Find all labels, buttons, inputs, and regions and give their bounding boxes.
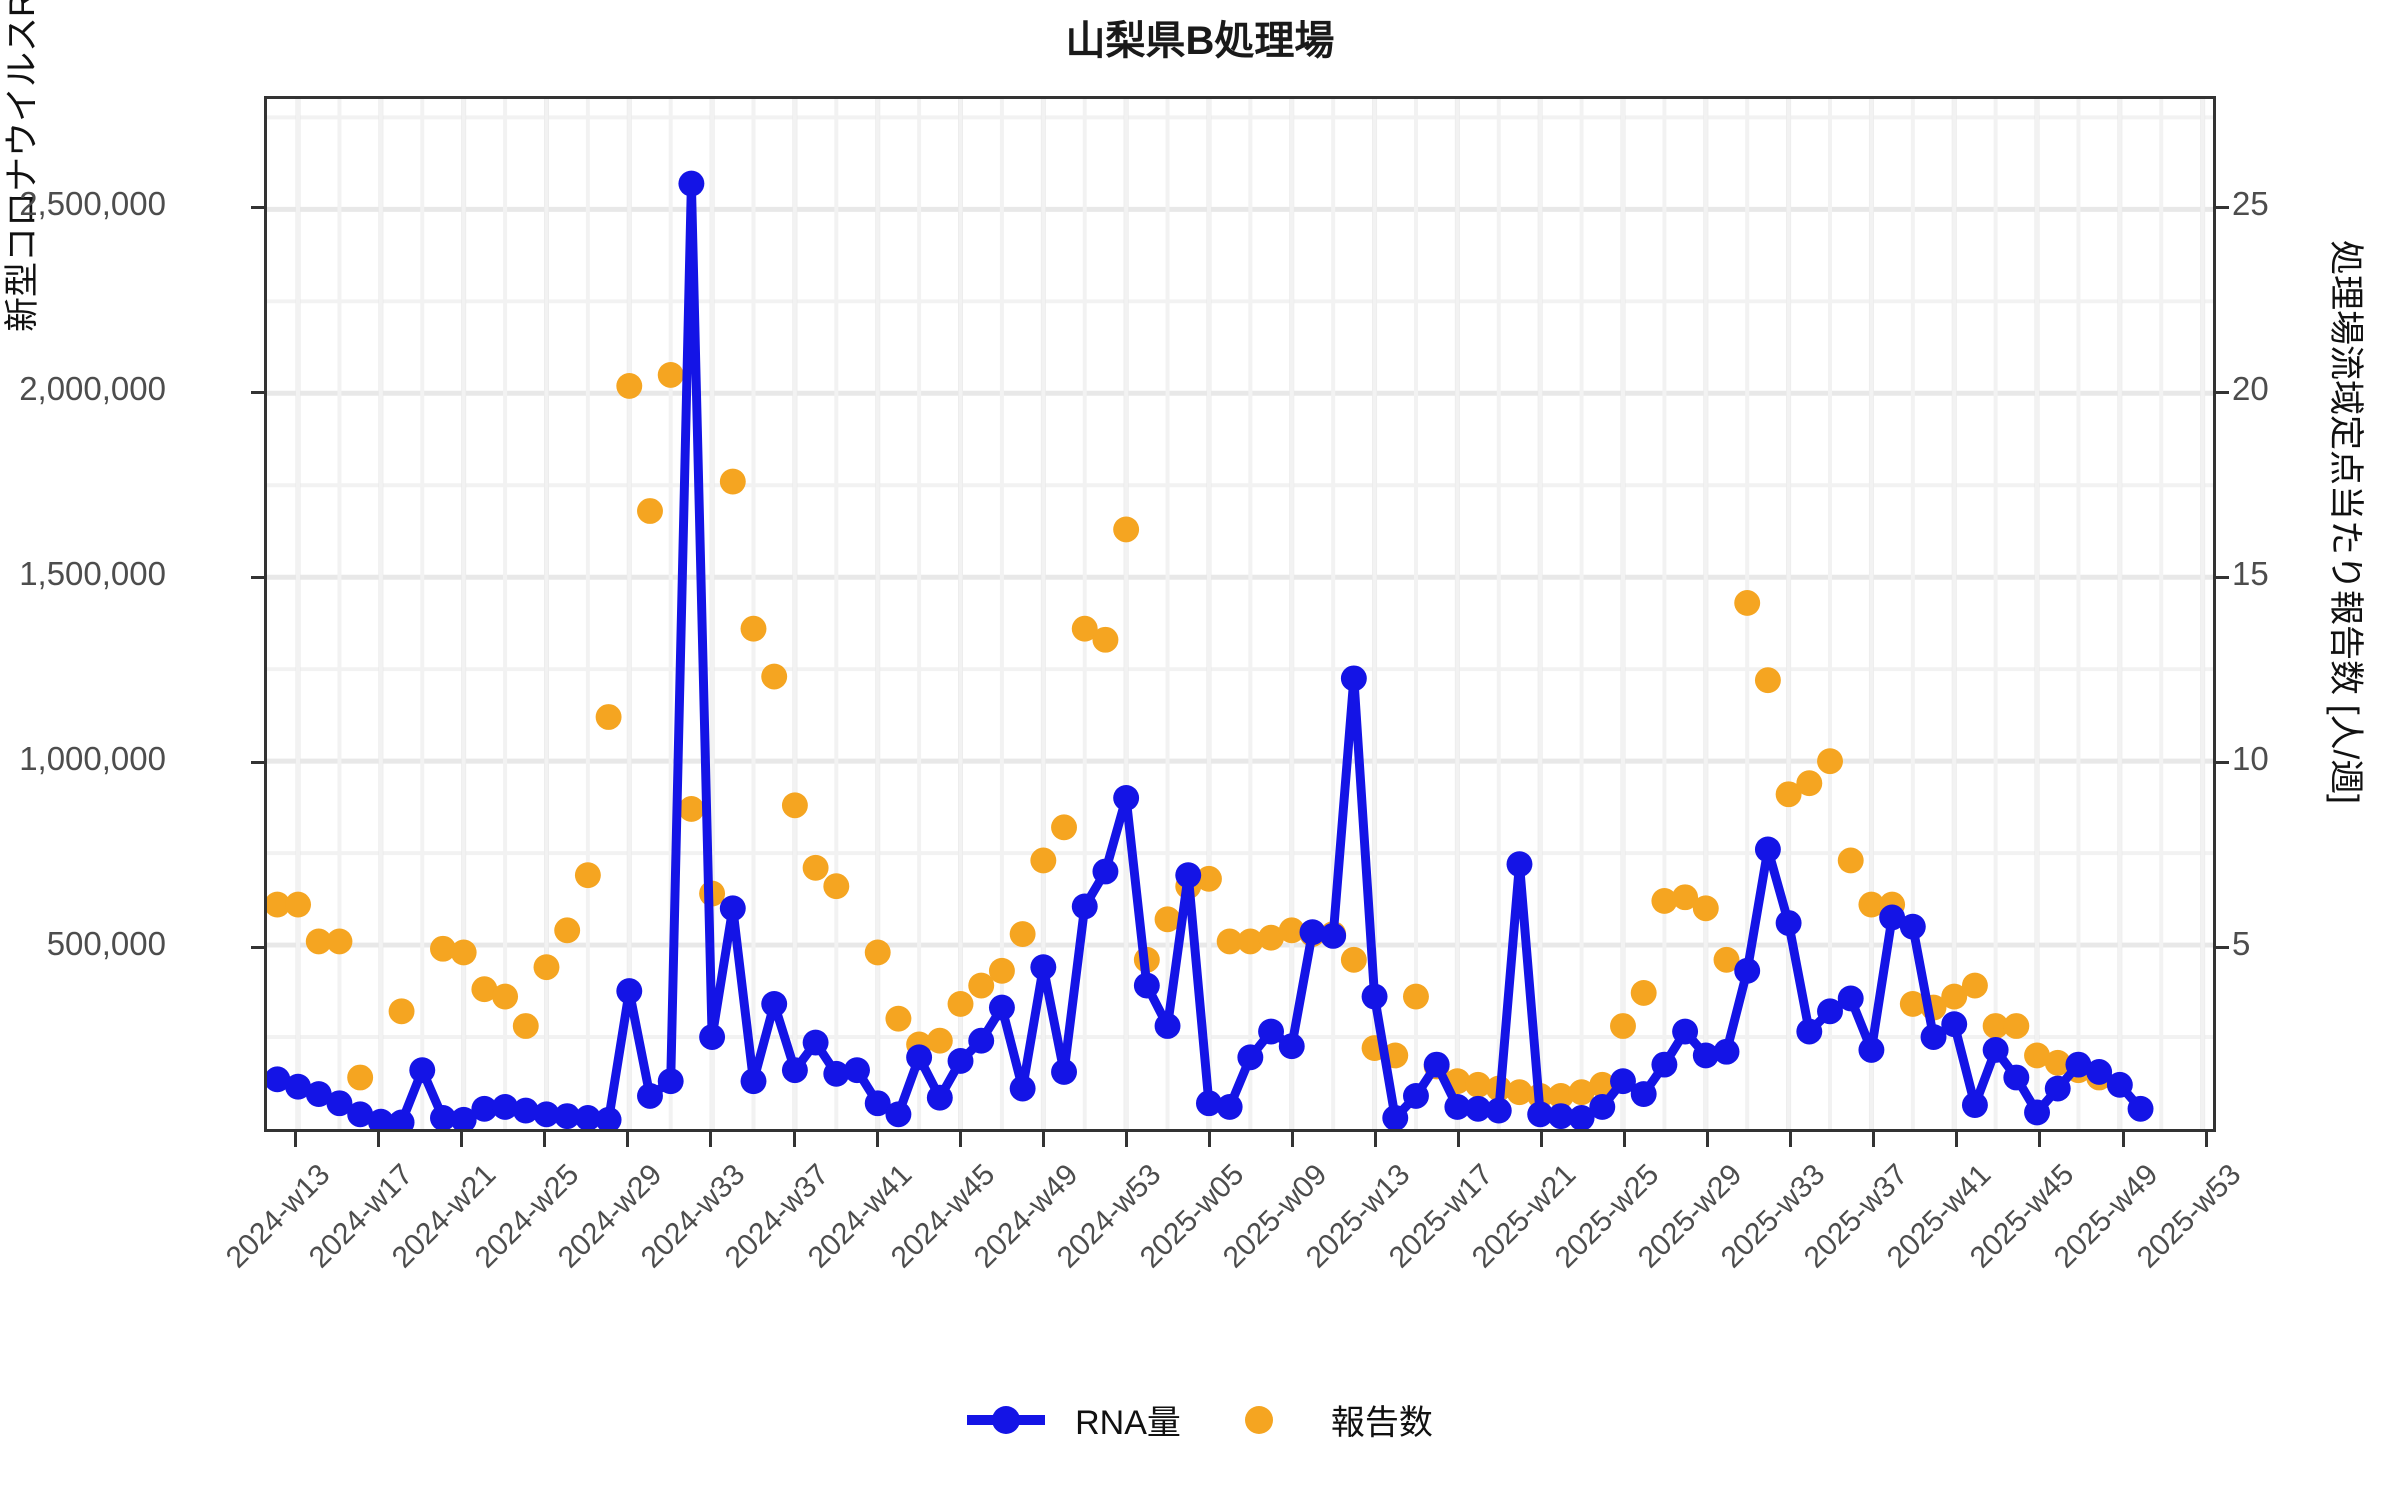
x-axis-tickmark — [1789, 1132, 1793, 1147]
x-axis-tickmark — [1706, 1132, 1710, 1147]
chart-legend: RNA量 報告数 — [0, 1395, 2400, 1444]
x-axis-tickmark — [460, 1132, 464, 1147]
y-axis-right-tick-label: 10 — [2232, 740, 2269, 777]
grid-lines — [267, 99, 2213, 1129]
legend-item-rna[interactable]: RNA量 — [967, 1395, 1181, 1444]
x-axis-tickmark — [2204, 1132, 2208, 1147]
y-axis-left-tick-label: 2,500,000 — [19, 185, 166, 222]
x-axis-tickmark — [958, 1132, 962, 1147]
x-axis-tickmark — [2121, 1132, 2125, 1147]
y-axis-right-tick-label: 25 — [2232, 185, 2269, 222]
x-axis-tickmark — [1041, 1132, 1045, 1147]
x-axis-tickmark — [875, 1132, 879, 1147]
y-axis-left-tickmark — [251, 391, 264, 394]
y-axis-right-tickmark — [2216, 576, 2229, 579]
y-axis-right-tick-label: 20 — [2232, 370, 2269, 407]
y-axis-left-tick-label: 500,000 — [46, 925, 166, 962]
x-axis-tickmark — [1373, 1132, 1377, 1147]
y-axis-left-tickmark — [251, 761, 264, 764]
y-axis-right-tick-label: 15 — [2232, 555, 2269, 592]
y-axis-right-tickmark — [2216, 206, 2229, 209]
x-axis-tickmark — [543, 1132, 547, 1147]
y-axis-left-tickmark — [251, 946, 264, 949]
x-axis-tickmark — [709, 1132, 713, 1147]
x-axis-tickmark — [1124, 1132, 1128, 1147]
legend-item-report[interactable]: 報告数 — [1244, 1395, 1433, 1444]
x-axis-tickmark — [1872, 1132, 1876, 1147]
y-axis-left-label: 新型コロナウイルスRNA量 [GC/L] — [3, 0, 42, 332]
y-axis-left-tick-label: 1,500,000 — [19, 555, 166, 592]
y-axis-right-tickmark — [2216, 761, 2229, 764]
y-axis-left-tick-label: 1,000,000 — [19, 740, 166, 777]
chart-title: 山梨県B処理場 — [1065, 19, 1335, 63]
y-axis-left-tick-label: 2,000,000 — [19, 370, 166, 407]
chart-data-layer — [267, 170, 2154, 1129]
x-axis-tick-label: 2025-w53 — [2130, 1158, 2247, 1275]
x-axis-tickmark — [1540, 1132, 1544, 1147]
legend-label-report: 報告数 — [1330, 1404, 1433, 1442]
y-axis-right-label: 処理場流域定点当たり報告数 [人/週] — [2326, 240, 2365, 804]
x-axis-tickmark — [1457, 1132, 1461, 1147]
dot-marker-icon — [1244, 1405, 1273, 1434]
x-axis-tickmark — [792, 1132, 796, 1147]
y-axis-left-tickmark — [251, 206, 264, 209]
x-axis-tickmark — [377, 1132, 381, 1147]
plot-panel — [264, 96, 2216, 1132]
x-axis-tickmark — [294, 1132, 298, 1147]
y-axis-right-tickmark — [2216, 946, 2229, 949]
y-axis-right-tick-label: 5 — [2232, 925, 2251, 962]
y-axis-right-tickmark — [2216, 391, 2229, 394]
x-axis-tickmark — [1955, 1132, 1959, 1147]
x-axis-tickmark — [626, 1132, 630, 1147]
legend-label-rna: RNA量 — [1075, 1404, 1181, 1442]
y-axis-left-tickmark — [251, 576, 264, 579]
x-axis-tickmark — [1290, 1132, 1294, 1147]
x-axis-tickmark — [2038, 1132, 2042, 1147]
x-axis-tickmark — [1207, 1132, 1211, 1147]
x-axis-tickmark — [1623, 1132, 1627, 1147]
